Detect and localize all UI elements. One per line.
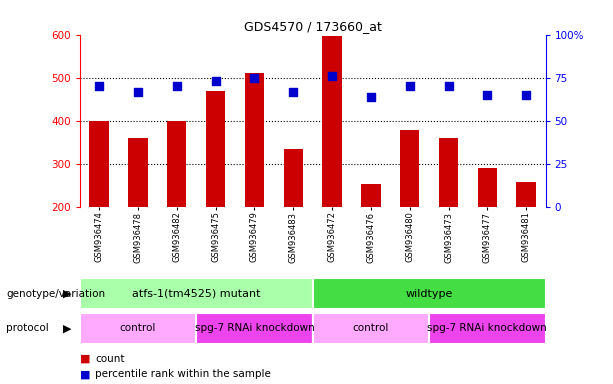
- Bar: [206, 91, 226, 207]
- Point: [405, 83, 414, 89]
- Bar: [89, 121, 109, 207]
- Text: count: count: [95, 354, 124, 364]
- Bar: [439, 138, 459, 207]
- Text: ■: ■: [80, 369, 90, 379]
- Text: ▶: ▶: [63, 323, 72, 333]
- Point: [444, 83, 454, 89]
- Bar: [313, 313, 429, 344]
- Bar: [196, 313, 313, 344]
- Bar: [128, 138, 148, 207]
- Text: atfs-1(tm4525) mutant: atfs-1(tm4525) mutant: [132, 289, 261, 299]
- Bar: [245, 73, 264, 207]
- Point: [482, 92, 492, 98]
- Point: [133, 89, 143, 95]
- Text: control: control: [120, 323, 156, 333]
- Bar: [429, 313, 546, 344]
- Text: protocol: protocol: [6, 323, 49, 333]
- Text: ▶: ▶: [63, 289, 72, 299]
- Text: genotype/variation: genotype/variation: [6, 289, 105, 299]
- Title: GDS4570 / 173660_at: GDS4570 / 173660_at: [244, 20, 381, 33]
- Point: [172, 83, 181, 89]
- Point: [327, 73, 337, 79]
- Text: percentile rank within the sample: percentile rank within the sample: [95, 369, 271, 379]
- Bar: [313, 278, 546, 310]
- Point: [249, 75, 259, 81]
- Bar: [361, 184, 381, 207]
- Bar: [284, 149, 303, 207]
- Bar: [516, 182, 536, 207]
- Bar: [322, 36, 342, 207]
- Bar: [478, 169, 497, 207]
- Text: spg-7 RNAi knockdown: spg-7 RNAi knockdown: [194, 323, 314, 333]
- Bar: [167, 121, 186, 207]
- Bar: [400, 131, 419, 207]
- Point: [366, 94, 376, 100]
- Point: [94, 83, 104, 89]
- Point: [521, 92, 531, 98]
- Text: spg-7 RNAi knockdown: spg-7 RNAi knockdown: [427, 323, 547, 333]
- Text: control: control: [352, 323, 389, 333]
- Bar: [80, 278, 313, 310]
- Bar: [80, 313, 196, 344]
- Point: [288, 89, 298, 95]
- Text: ■: ■: [80, 354, 90, 364]
- Text: wildtype: wildtype: [405, 289, 453, 299]
- Point: [211, 78, 221, 84]
